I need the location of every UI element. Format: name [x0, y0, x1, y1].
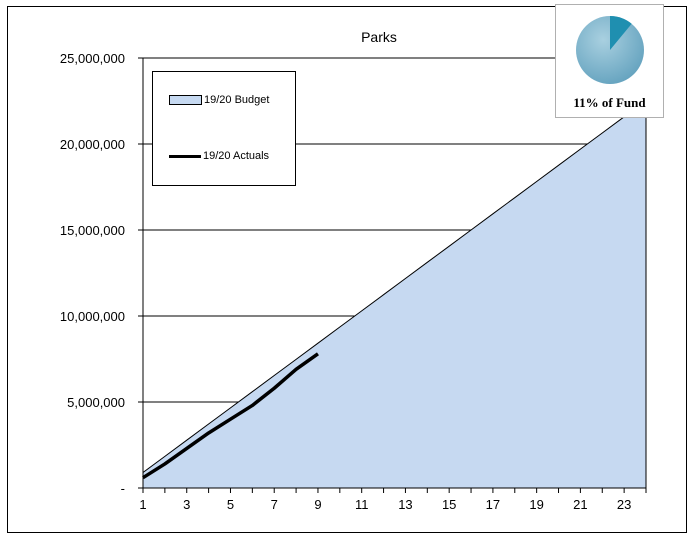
- y-tick-label: 15,000,000: [60, 223, 125, 238]
- x-tick-label: 17: [486, 497, 500, 512]
- fund-share-pie: [576, 16, 644, 84]
- fund-share-inset: 11% of Fund: [555, 4, 664, 118]
- y-tick-label: 5,000,000: [67, 395, 125, 410]
- y-tick-labels: - 5,000,000 10,000,000 15,000,000 20,000,000…: [60, 51, 125, 496]
- legend: 19/20 Budget 19/20 Actuals: [152, 71, 296, 186]
- legend-swatch-budget: [169, 95, 202, 105]
- y-tick-label: -: [121, 481, 125, 496]
- legend-item-budget: 19/20 Budget: [169, 94, 269, 106]
- x-tick-label: 9: [314, 497, 321, 512]
- legend-swatch-actuals: [169, 154, 201, 158]
- y-tick-label: 25,000,000: [60, 51, 125, 66]
- legend-item-actuals: 19/20 Actuals: [169, 150, 269, 162]
- axes: [138, 57, 647, 493]
- x-tick-label: 11: [355, 497, 369, 512]
- x-tick-label: 5: [227, 497, 234, 512]
- y-tick-label: 10,000,000: [60, 309, 125, 324]
- x-tick-labels: 1 3 5 7 9 11 13 15 17 19 21 23: [139, 497, 631, 512]
- fund-share-label: 11% of Fund: [573, 95, 646, 110]
- x-tick-label: 15: [442, 497, 456, 512]
- pie-fund-slice: [610, 16, 632, 50]
- actuals-line-layer: [142, 352, 319, 480]
- actuals-line: [142, 352, 319, 480]
- y-tick-label: 20,000,000: [60, 137, 125, 152]
- x-tick-label: 1: [139, 497, 146, 512]
- chart-title: Parks: [361, 29, 397, 45]
- x-tick-label: 21: [573, 497, 587, 512]
- legend-label-budget: 19/20 Budget: [204, 94, 270, 106]
- x-tick-label: 13: [398, 497, 412, 512]
- x-tick-label: 3: [183, 497, 190, 512]
- legend-label-actuals: 19/20 Actuals: [203, 150, 270, 162]
- x-tick-label: 23: [617, 497, 631, 512]
- x-tick-label: 7: [271, 497, 278, 512]
- x-tick-label: 19: [529, 497, 543, 512]
